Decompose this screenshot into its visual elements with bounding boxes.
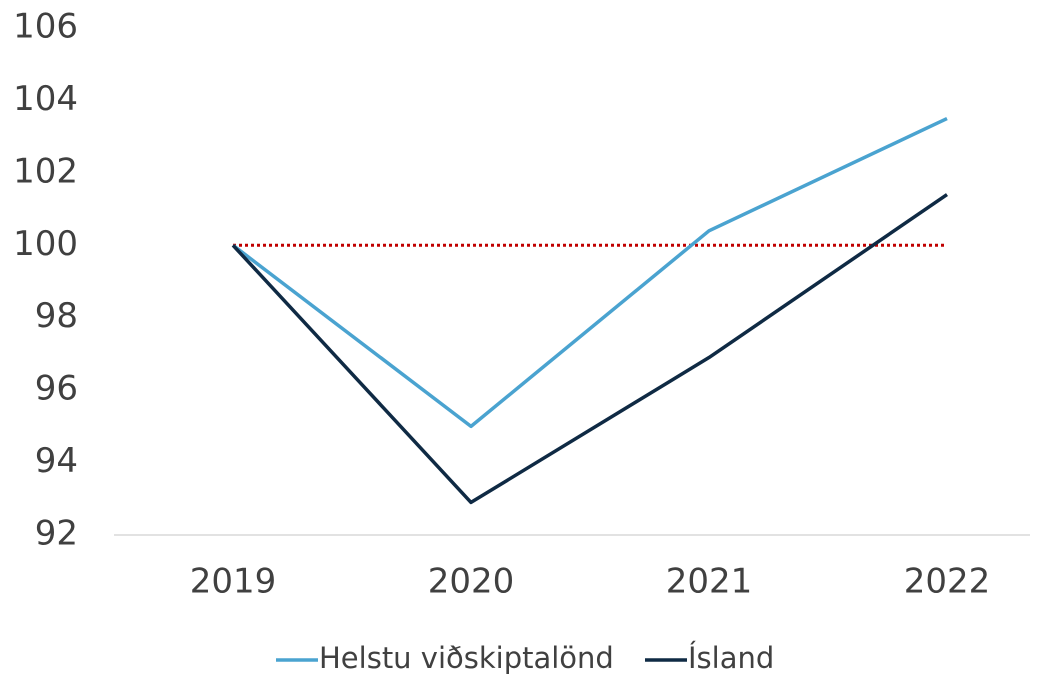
y-tick-label: 96: [35, 369, 78, 409]
x-tick-label: 2021: [666, 562, 753, 602]
series-line: [231, 116, 948, 429]
legend-label: Ísland: [688, 641, 774, 675]
y-tick-label: 102: [13, 151, 78, 191]
y-tick-label: 100: [13, 224, 78, 264]
y-tick-label: 94: [35, 441, 78, 481]
x-tick-label: 2020: [428, 562, 515, 602]
x-tick-label: 2019: [190, 562, 277, 602]
legend-label: Helstu viðskiptalönd: [319, 641, 614, 675]
y-tick-label: 104: [13, 79, 78, 119]
series-line: [231, 193, 948, 505]
y-tick-label: 92: [35, 514, 78, 554]
y-tick-label: 106: [13, 7, 78, 47]
y-tick-label: 98: [35, 296, 78, 336]
x-tick-label: 2022: [904, 562, 991, 602]
